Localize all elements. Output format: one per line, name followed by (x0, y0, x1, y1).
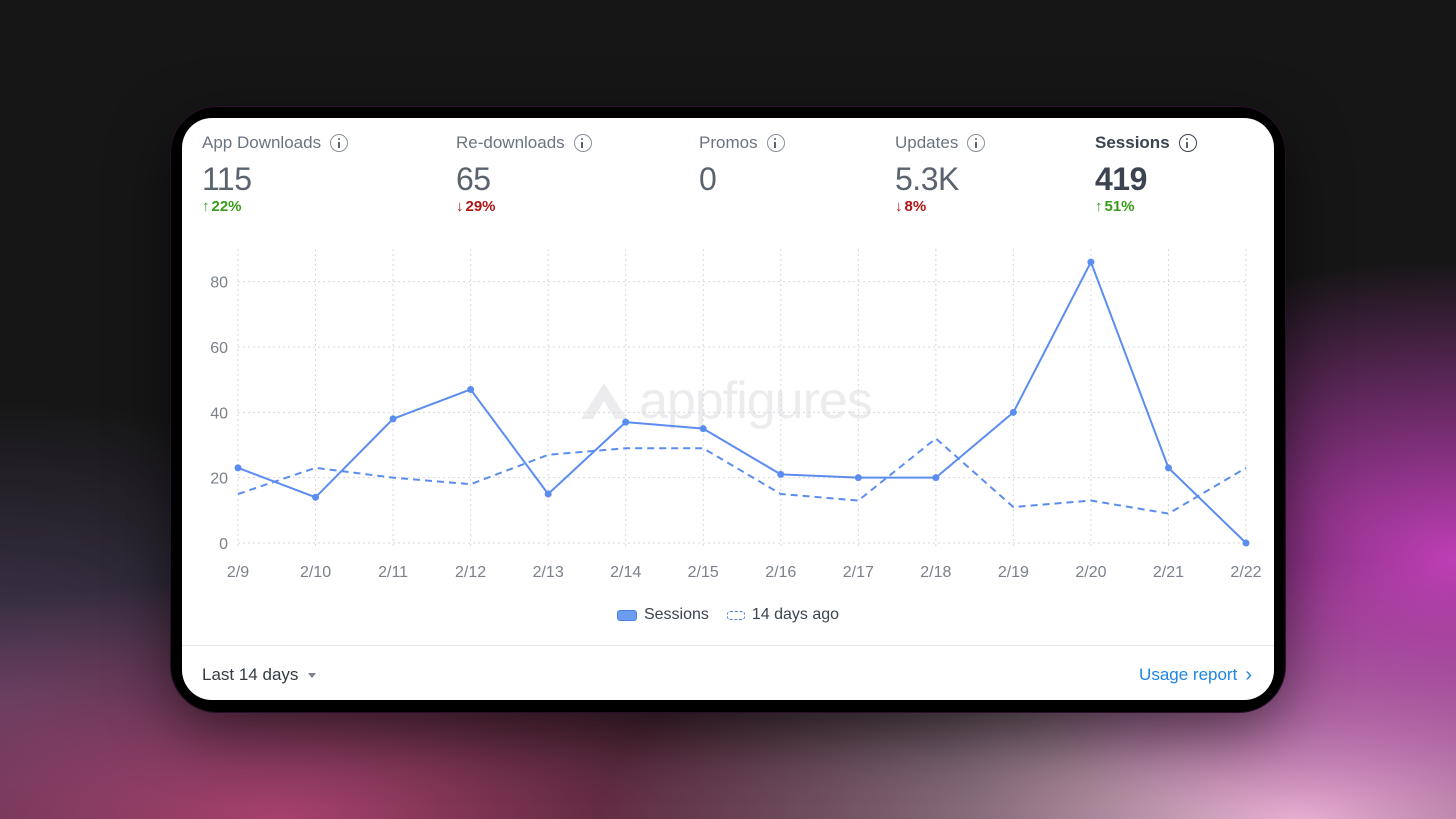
metric-change: ↓ 8% (895, 198, 927, 215)
x-tick-label: 2/16 (765, 564, 796, 581)
legend-swatch-solid (616, 609, 637, 621)
x-tick-label: 2/9 (227, 564, 249, 581)
x-tick-label: 2/21 (1153, 564, 1184, 581)
info-icon[interactable] (766, 134, 785, 152)
appfigures-logo-icon (581, 383, 627, 419)
sessions-line-chart: 0 20 40 60 80 2/9 2/10 2/11 2/12 2/13 2/14 2/15 2/16… (210, 249, 1262, 581)
arrow-down-icon: ↓ (895, 198, 903, 215)
x-tick-label: 2/20 (1075, 564, 1106, 581)
x-tick-label: 2/13 (533, 564, 564, 581)
info-icon[interactable] (1178, 134, 1197, 152)
y-tick-label: 0 (219, 536, 228, 553)
arrow-up-icon: ↑ (1095, 198, 1103, 215)
data-point (234, 464, 242, 472)
data-point (1242, 539, 1250, 547)
metric-sessions[interactable]: Sessions 419 ↑ 51% (1095, 132, 1197, 216)
chevron-right-icon: › (1245, 663, 1252, 686)
appfigures-watermark: appfigures (577, 371, 873, 431)
x-tick-label: 2/15 (688, 564, 719, 581)
y-tick-label: 40 (210, 405, 228, 422)
x-tick-label: 2/18 (920, 564, 951, 581)
metric-change: ↓ 29% (456, 198, 496, 215)
metric-re-downloads[interactable]: Re-downloads 65 ↓ 29% (456, 132, 592, 216)
data-point (932, 474, 940, 482)
metric-change: ↑ 22% (202, 198, 242, 215)
data-point (854, 474, 862, 482)
metric-value: 0 (699, 161, 717, 197)
series-line-14-days-ago (237, 437, 1247, 515)
metric-change: ↑ 51% (1095, 198, 1135, 215)
footer-divider (182, 645, 1274, 646)
legend-label: 14 days ago (751, 606, 840, 623)
chart-legend: Sessions 14 days ago (182, 606, 1274, 624)
caret-down-icon (308, 672, 317, 678)
legend-swatch-dashed (726, 610, 745, 620)
y-tick-label: 20 (210, 471, 228, 488)
data-point (467, 385, 475, 393)
date-range-dropdown[interactable]: Last 14 days (202, 665, 317, 685)
x-tick-label: 2/12 (455, 564, 486, 581)
metric-label: App Downloads (202, 133, 322, 152)
metric-app-downloads[interactable]: App Downloads 115 ↑ 22% (202, 132, 349, 216)
legend-item-sessions[interactable]: Sessions (616, 606, 709, 624)
series-line-sessions (237, 261, 1247, 544)
data-point (312, 493, 320, 501)
watermark-text: appfigures (639, 372, 873, 430)
metric-label: Promos (699, 133, 758, 152)
data-point (1087, 258, 1095, 266)
x-tick-label: 2/11 (378, 564, 408, 581)
x-tick-label: 2/10 (300, 564, 331, 581)
metric-promos[interactable]: Promos 0 (699, 132, 785, 216)
data-point (389, 415, 397, 423)
info-icon[interactable] (330, 134, 349, 152)
data-point (622, 418, 630, 426)
legend-item-14-days-ago[interactable]: 14 days ago (726, 606, 840, 624)
data-point (1164, 464, 1172, 472)
analytics-card: App Downloads 115 ↑ 22% Re-downloads 65 ↓… (182, 118, 1274, 700)
info-icon[interactable] (967, 134, 986, 152)
x-tick-label: 2/14 (610, 564, 641, 581)
y-tick-label: 60 (210, 340, 228, 357)
usage-report-link[interactable]: Usage report › (1139, 665, 1252, 685)
metric-label: Updates (895, 133, 959, 152)
metric-label: Sessions (1095, 133, 1170, 152)
date-range-label: Last 14 days (202, 665, 299, 684)
metric-value: 115 (202, 161, 252, 197)
metric-value: 65 (456, 161, 491, 197)
x-tick-label: 2/19 (998, 564, 1029, 581)
info-icon[interactable] (573, 134, 592, 152)
legend-label: Sessions (643, 606, 709, 623)
metric-updates[interactable]: Updates 5.3K ↓ 8% (895, 132, 986, 216)
usage-report-label: Usage report (1139, 665, 1238, 684)
arrow-up-icon: ↑ (202, 198, 210, 215)
metric-value: 5.3K (895, 161, 959, 197)
metric-value: 419 (1095, 161, 1147, 197)
data-point (544, 490, 552, 498)
arrow-down-icon: ↓ (456, 198, 464, 215)
data-point (777, 470, 785, 478)
metric-label: Re-downloads (456, 133, 565, 152)
x-tick-label: 2/17 (843, 564, 874, 581)
x-tick-label: 2/22 (1230, 564, 1261, 581)
data-point (1009, 408, 1017, 416)
y-tick-label: 80 (210, 275, 228, 292)
data-point (699, 425, 707, 433)
